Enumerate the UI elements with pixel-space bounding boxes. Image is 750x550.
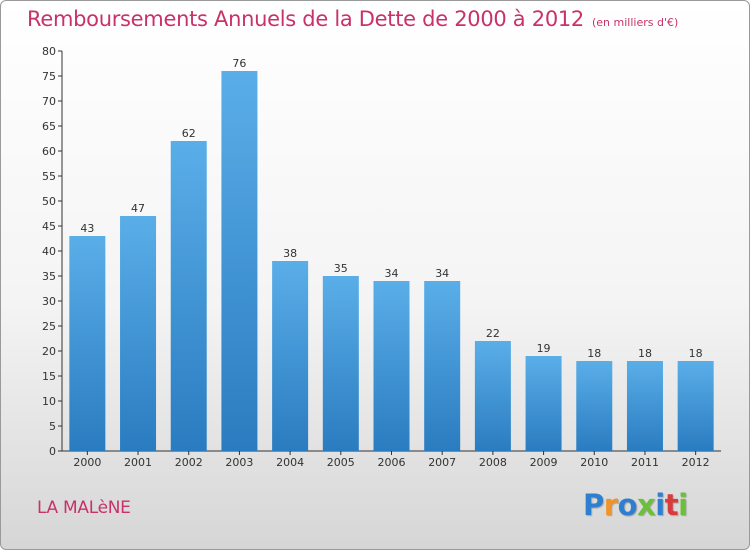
- x-tick-label: 2009: [530, 456, 558, 469]
- bar: [474, 341, 511, 451]
- y-tick-label: 35: [42, 270, 56, 283]
- bar-value-label: 34: [435, 267, 449, 280]
- x-tick-label: 2005: [327, 456, 355, 469]
- bar: [525, 356, 562, 451]
- y-tick-label: 65: [42, 120, 56, 133]
- bar: [576, 361, 613, 451]
- bar-value-label: 18: [638, 347, 652, 360]
- logo-letter: o: [617, 488, 638, 522]
- x-tick-label: 2006: [378, 456, 406, 469]
- logo-letter: i: [655, 488, 665, 522]
- bar-value-label: 43: [80, 222, 94, 235]
- bar-value-label: 34: [385, 267, 399, 280]
- y-tick-label: 80: [42, 45, 56, 58]
- x-tick-label: 2003: [225, 456, 253, 469]
- y-tick-label: 30: [42, 295, 56, 308]
- bar-value-label: 19: [537, 342, 551, 355]
- bar-value-label: 62: [182, 127, 196, 140]
- y-tick-label: 15: [42, 370, 56, 383]
- bar: [373, 281, 410, 451]
- logo-letter: x: [637, 488, 656, 522]
- bar: [626, 361, 663, 451]
- bar-value-label: 35: [334, 262, 348, 275]
- x-tick-label: 2004: [276, 456, 304, 469]
- bar: [69, 236, 106, 451]
- y-tick-label: 45: [42, 220, 56, 233]
- y-tick-label: 25: [42, 320, 56, 333]
- bar: [221, 71, 258, 451]
- y-tick-label: 5: [49, 420, 56, 433]
- y-tick-label: 70: [42, 95, 56, 108]
- bar: [272, 261, 309, 451]
- y-tick-label: 60: [42, 145, 56, 158]
- bar-value-label: 18: [587, 347, 601, 360]
- bar: [677, 361, 714, 451]
- proxiti-logo: Proxiti: [583, 488, 688, 522]
- bar: [120, 216, 157, 451]
- x-tick-label: 2008: [479, 456, 507, 469]
- logo-letter: t: [664, 488, 679, 522]
- x-tick-label: 2007: [428, 456, 456, 469]
- bar-value-label: 38: [283, 247, 297, 260]
- y-tick-label: 50: [42, 195, 56, 208]
- x-tick-label: 2010: [580, 456, 608, 469]
- bar-value-label: 22: [486, 327, 500, 340]
- bar-value-label: 47: [131, 202, 145, 215]
- y-tick-label: 75: [42, 70, 56, 83]
- bar-value-label: 76: [232, 57, 246, 70]
- logo-letter: r: [603, 488, 618, 522]
- x-tick-label: 2000: [73, 456, 101, 469]
- logo-letter: P: [583, 488, 604, 522]
- bar: [170, 141, 207, 451]
- y-tick-label: 0: [49, 445, 56, 458]
- y-tick-label: 55: [42, 170, 56, 183]
- bar: [424, 281, 461, 451]
- town-name: LA MALèNE: [37, 498, 131, 518]
- chart-subtitle: (en milliers d'€): [592, 16, 679, 29]
- chart-title: Remboursements Annuels de la Dette de 20…: [27, 7, 678, 31]
- y-tick-label: 40: [42, 245, 56, 258]
- x-tick-label: 2001: [124, 456, 152, 469]
- x-tick-label: 2012: [682, 456, 710, 469]
- bar: [322, 276, 359, 451]
- bar-value-label: 18: [689, 347, 703, 360]
- chart-title-text: Remboursements Annuels de la Dette de 20…: [27, 7, 584, 31]
- logo-letter: i: [678, 488, 688, 522]
- x-tick-label: 2011: [631, 456, 659, 469]
- y-tick-label: 10: [42, 395, 56, 408]
- y-tick-label: 20: [42, 345, 56, 358]
- x-tick-label: 2002: [175, 456, 203, 469]
